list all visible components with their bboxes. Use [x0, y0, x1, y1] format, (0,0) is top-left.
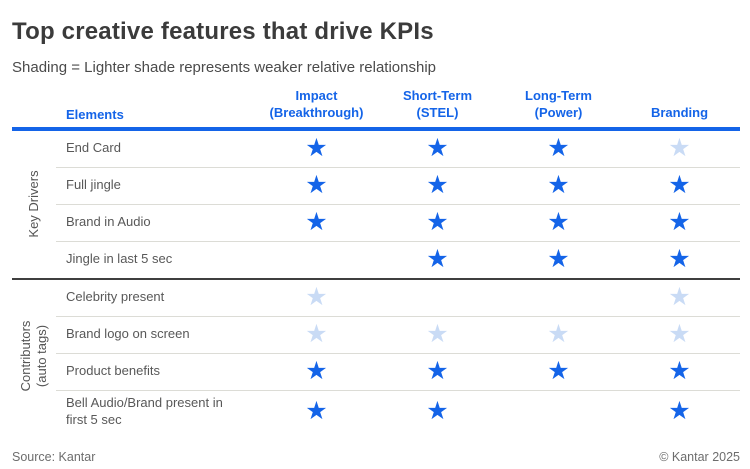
copyright-note: © Kantar 2025	[659, 449, 740, 464]
weak-star-icon: ★	[547, 318, 570, 348]
strong-star-icon: ★	[305, 132, 328, 162]
star-cell: ★	[256, 132, 377, 162]
star-cell: ★	[619, 243, 740, 273]
table-row: Bell Audio/Brand present in first 5 sec ★…	[56, 389, 740, 433]
kpi-matrix-table: Elements Impact (Breakthrough) Short-Term…	[12, 88, 740, 433]
element-label: Product benefits	[66, 363, 160, 379]
strong-star-icon: ★	[668, 243, 691, 273]
element-label: End Card	[66, 140, 121, 156]
star-cell: ★	[619, 206, 740, 236]
star-cell: ★	[256, 318, 377, 348]
star-cell: ★	[498, 132, 619, 162]
element-label: Full jingle	[66, 177, 121, 193]
weak-star-icon: ★	[668, 132, 691, 162]
table-body: Key Drivers End Card ★ ★ ★ ★ Full jingle ★ ★ ★ ★ Br…	[12, 131, 740, 433]
table-row: Jingle in last 5 sec ★ ★ ★	[56, 240, 740, 278]
strong-star-icon: ★	[547, 355, 570, 385]
star-cell: ★	[256, 169, 377, 199]
star-cell: ★	[498, 206, 619, 236]
strong-star-icon: ★	[426, 206, 449, 236]
shading-legend-note: Shading = Lighter shade represents weake…	[12, 59, 437, 76]
row-group-label: Key Drivers	[25, 170, 41, 238]
column-header-short-term: Short-Term (STEL)	[402, 88, 473, 120]
strong-star-icon: ★	[426, 169, 449, 199]
element-label: Bell Audio/Brand present in first 5 sec	[66, 394, 223, 427]
weak-star-icon: ★	[668, 281, 691, 311]
table-row: Full jingle ★ ★ ★ ★	[56, 166, 740, 204]
star-cell: ★	[619, 395, 740, 425]
star-cell: ★	[377, 318, 498, 348]
star-cell: ★	[377, 243, 498, 273]
element-label: Brand in Audio	[66, 214, 151, 230]
star-cell: ★	[498, 243, 619, 273]
weak-star-icon: ★	[668, 318, 691, 348]
strong-star-icon: ★	[305, 395, 328, 425]
column-header-long-term: Long-Term (Power)	[525, 88, 592, 120]
star-cell: ★	[377, 169, 498, 199]
element-label: Jingle in last 5 sec	[66, 251, 173, 267]
star-cell: ★	[377, 395, 498, 425]
table-row: Brand in Audio ★ ★ ★ ★	[56, 203, 740, 241]
star-cell: ★	[619, 355, 740, 385]
star-cell: ★	[377, 355, 498, 385]
strong-star-icon: ★	[547, 206, 570, 236]
star-cell: ★	[619, 169, 740, 199]
star-cell: ★	[256, 206, 377, 236]
strong-star-icon: ★	[305, 206, 328, 236]
strong-star-icon: ★	[668, 169, 691, 199]
star-cell: ★	[256, 395, 377, 425]
weak-star-icon: ★	[426, 318, 449, 348]
strong-star-icon: ★	[547, 243, 570, 273]
strong-star-icon: ★	[426, 355, 449, 385]
row-group-key-drivers: Key Drivers End Card ★ ★ ★ ★ Full jingle ★ ★ ★ ★ Br…	[12, 131, 740, 278]
weak-star-icon: ★	[305, 281, 328, 311]
star-cell: ★	[498, 318, 619, 348]
star-cell: ★	[256, 281, 377, 311]
strong-star-icon: ★	[668, 395, 691, 425]
row-group-label: Contributors (auto tags)	[17, 320, 49, 392]
column-header-impact: Impact (Breakthrough)	[269, 88, 364, 120]
star-cell: ★	[498, 355, 619, 385]
row-group-contributors: Contributors (auto tags) Celebrity presen…	[12, 277, 740, 433]
star-cell: ★	[377, 206, 498, 236]
star-cell: ★	[377, 132, 498, 162]
strong-star-icon: ★	[426, 132, 449, 162]
row-group-rows: End Card ★ ★ ★ ★ Full jingle ★ ★ ★ ★ Brand in Audi…	[56, 131, 740, 278]
strong-star-icon: ★	[668, 355, 691, 385]
table-row: End Card ★ ★ ★ ★	[56, 131, 740, 167]
strong-star-icon: ★	[668, 206, 691, 236]
strong-star-icon: ★	[547, 169, 570, 199]
strong-star-icon: ★	[426, 243, 449, 273]
star-cell: ★	[619, 132, 740, 162]
table-row: Product benefits ★ ★ ★ ★	[56, 352, 740, 390]
table-row: Brand logo on screen ★ ★ ★ ★	[56, 315, 740, 353]
star-cell: ★	[619, 281, 740, 311]
footer: Source: Kantar © Kantar 2025	[12, 450, 740, 464]
element-label: Celebrity present	[66, 289, 165, 305]
strong-star-icon: ★	[547, 132, 570, 162]
element-label: Brand logo on screen	[66, 326, 190, 342]
strong-star-icon: ★	[426, 395, 449, 425]
star-cell: ★	[256, 355, 377, 385]
weak-star-icon: ★	[305, 318, 328, 348]
column-header-elements: Elements	[66, 106, 124, 122]
page-title: Top creative features that drive KPIs	[12, 18, 434, 45]
table-row: Celebrity present ★ ★	[56, 280, 740, 316]
strong-star-icon: ★	[305, 355, 328, 385]
row-group-label-cell: Contributors (auto tags)	[12, 280, 56, 433]
table-header-row: Elements Impact (Breakthrough) Short-Term…	[12, 88, 740, 131]
star-cell: ★	[619, 318, 740, 348]
row-group-label-cell: Key Drivers	[12, 131, 56, 278]
column-header-branding: Branding	[650, 104, 709, 120]
source-note: Source: Kantar	[12, 449, 96, 464]
star-cell: ★	[498, 169, 619, 199]
strong-star-icon: ★	[305, 169, 328, 199]
row-group-rows: Celebrity present ★ ★ Brand logo on screen ★…	[56, 280, 740, 433]
